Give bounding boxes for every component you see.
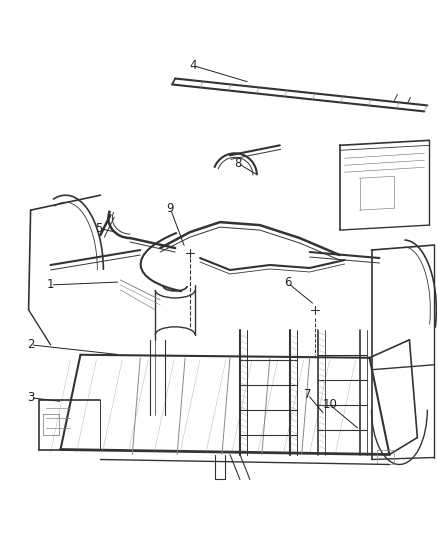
Text: 4: 4 [189,59,197,72]
Text: 5: 5 [95,222,102,235]
Text: 3: 3 [27,391,34,404]
Text: 9: 9 [166,201,174,215]
Text: 8: 8 [234,157,242,170]
Text: 2: 2 [27,338,34,351]
Text: 7: 7 [304,388,311,401]
Text: 6: 6 [284,277,292,289]
Text: 10: 10 [322,398,337,411]
Text: 1: 1 [47,278,54,292]
